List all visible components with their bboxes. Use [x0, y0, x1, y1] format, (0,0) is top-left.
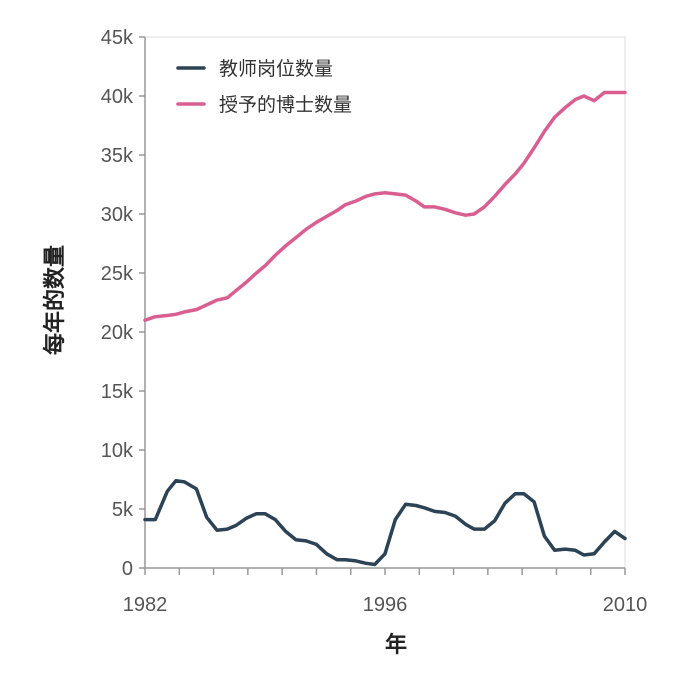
- y-tick-label: 20k: [101, 322, 134, 344]
- y-tick-label: 30k: [101, 204, 134, 226]
- series-line-2: [143, 90, 627, 322]
- x-axis-title: 年: [385, 632, 407, 658]
- y-tick-label: 15k: [101, 381, 134, 403]
- legend-label-2: 授予的博士数量: [219, 94, 352, 116]
- x-tick-label: 1982: [123, 594, 168, 616]
- y-tick-label: 0: [122, 558, 133, 580]
- series-line-1: [143, 478, 627, 567]
- y-axis-title: 每年的数量: [42, 245, 68, 355]
- y-tick-label: 10k: [101, 440, 134, 462]
- y-tick-label: 25k: [101, 263, 134, 285]
- legend-label-1: 教师岗位数量: [219, 58, 333, 80]
- y-tick-label: 35k: [101, 145, 134, 167]
- y-tick-label: 40k: [101, 86, 134, 108]
- x-tick-label: 1996: [363, 594, 408, 616]
- series-lines: [143, 90, 627, 567]
- y-tick-label: 45k: [101, 27, 134, 49]
- x-axis: 1982 1996 2010: [123, 568, 648, 616]
- y-axis: 0 5k 10k 15k 20k 25k 30k 35k 40k 45k: [101, 27, 145, 580]
- x-tick-label: 2010: [603, 594, 648, 616]
- y-tick-label: 5k: [112, 499, 134, 521]
